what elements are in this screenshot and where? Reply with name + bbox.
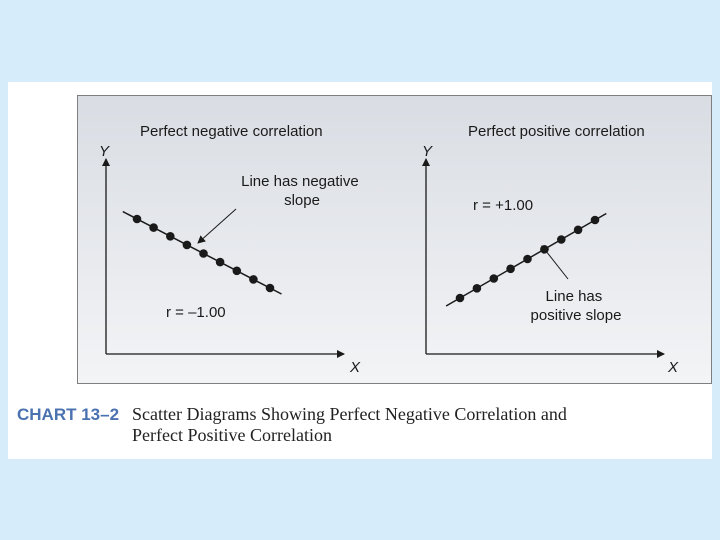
slope-annotation-line: positive slope	[531, 307, 622, 324]
data-point	[132, 214, 142, 224]
figure-box: Perfect negative correlation Y X Line ha…	[77, 95, 712, 384]
slope-annotation-line: slope	[284, 192, 320, 209]
data-points	[455, 215, 600, 303]
data-point	[506, 264, 515, 274]
r-value-annotation: r = +1.00	[473, 197, 533, 214]
data-point	[590, 215, 600, 225]
caption-label: CHART 13–2	[17, 405, 120, 424]
scatter-diagrams: Perfect negative correlation Y X Line ha…	[99, 123, 679, 376]
annotation-arrow	[197, 208, 237, 244]
data-point	[149, 223, 158, 232]
data-point	[523, 254, 532, 264]
data-point	[489, 274, 499, 283]
data-point	[455, 293, 465, 303]
chart-title: Perfect positive correlation	[468, 123, 645, 140]
data-point	[265, 283, 275, 293]
data-point	[182, 240, 192, 250]
r-value-annotation: r = –1.00	[166, 304, 226, 321]
data-point	[166, 232, 175, 241]
y-axis-label: Y	[99, 143, 110, 160]
data-point	[472, 284, 482, 293]
positive-correlation-chart: Perfect positive correlation Y X Line ha…	[422, 123, 679, 376]
chart-title: Perfect negative correlation	[140, 123, 323, 140]
caption-text-line: Scatter Diagrams Showing Perfect Negativ…	[132, 404, 567, 424]
slide: Perfect negative correlation Y X Line ha…	[8, 82, 712, 459]
data-points	[132, 214, 275, 293]
caption-text-line: Perfect Positive Correlation	[132, 425, 332, 445]
negative-correlation-chart: Perfect negative correlation Y X Line ha…	[99, 123, 363, 376]
data-point	[249, 275, 258, 284]
slope-annotation-line: Line has	[546, 288, 603, 305]
x-axis-label: X	[349, 359, 361, 376]
data-point	[557, 235, 566, 244]
slope-annotation: Line has negative slope	[241, 173, 363, 209]
slope-annotation-line: Line has negative	[241, 173, 359, 190]
x-axis-label: X	[667, 359, 679, 376]
annotation-arrow	[541, 245, 569, 280]
slope-annotation: Line has positive slope	[531, 288, 622, 324]
y-axis-label: Y	[422, 143, 433, 160]
data-point	[573, 225, 583, 235]
data-point	[199, 249, 208, 258]
data-point	[215, 257, 225, 267]
data-point	[232, 266, 242, 276]
